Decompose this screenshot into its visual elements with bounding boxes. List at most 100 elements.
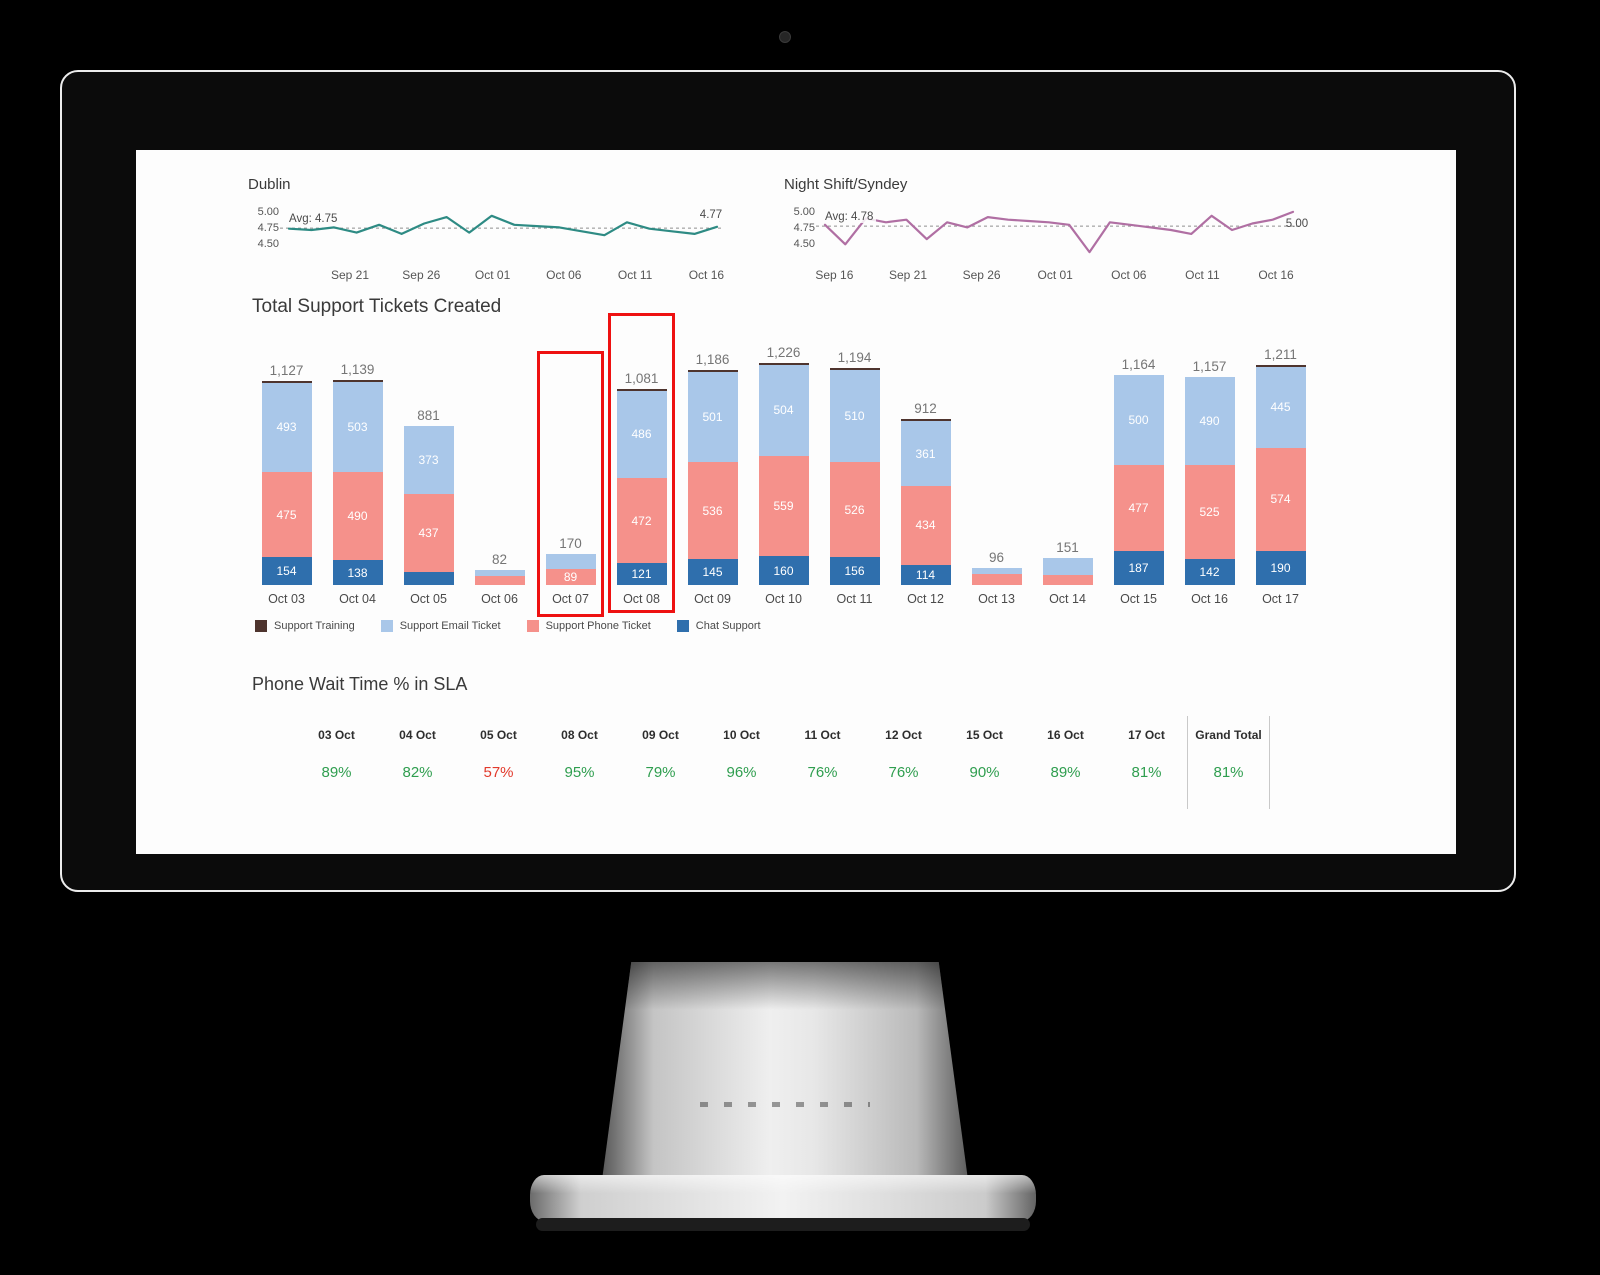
sla-column-header: 05 Oct	[480, 728, 517, 742]
sla-value: 82%	[402, 764, 433, 781]
segment-value-label: 500	[1128, 413, 1149, 428]
segment-chat: 156	[829, 556, 880, 585]
x-tick-label: Sep 16	[815, 268, 854, 282]
bar-date-label: Oct 10	[765, 592, 802, 606]
segment-chat: 142	[1184, 559, 1235, 585]
bar-oct-14: 151 Oct 14	[1032, 313, 1103, 607]
night-shift-chart-title: Night Shift/Syndey	[784, 176, 908, 193]
night-shift-line-plot: 5.00	[816, 210, 1308, 254]
bar-stack	[474, 570, 525, 585]
x-tick-label: Oct 16	[688, 268, 725, 282]
legend-label: Support Email Ticket	[399, 620, 501, 632]
x-tick-label: Oct 16	[1258, 268, 1294, 282]
segment-value-label: 490	[347, 509, 368, 524]
x-tick-label: Oct 01	[1037, 268, 1073, 282]
y-axis-labels: 5.00 4.75 4.50	[248, 203, 284, 259]
segment-value-label: 504	[773, 403, 794, 418]
segment-value-label: 559	[773, 498, 794, 513]
sla-column-header: 04 Oct	[399, 728, 436, 742]
segment-training	[829, 368, 880, 371]
legend-item-training: Support Training	[255, 620, 355, 632]
segment-email: 503	[332, 381, 383, 473]
segment-value-label: 154	[276, 564, 297, 579]
legend-swatch-chat	[676, 620, 689, 632]
segment-value-label: 501	[702, 410, 723, 425]
bar-oct-12: 912 361 434 114 Oct 12	[890, 313, 961, 607]
segment-value-label: 574	[1270, 492, 1291, 507]
bar-oct-10: 1,226 504 559 160 Oct 10	[748, 313, 819, 607]
legend-item-phone: Support Phone Ticket	[526, 620, 651, 632]
segment-value-label: 434	[915, 518, 936, 533]
bar-date-label: Oct 06	[481, 592, 518, 606]
sla-column-12-oct: 12 Oct 76%	[863, 716, 944, 809]
dashboard-screen: Dublin 5.00 4.75 4.50 Avg: 4.75 4.77 Sep 2…	[136, 150, 1456, 854]
bar-total-label: 1,186	[695, 352, 730, 368]
bar-date-label: Oct 08	[623, 592, 660, 606]
bar-total-label: 96	[988, 549, 1005, 565]
monitor-stand-base	[530, 1175, 1036, 1221]
sla-value: 76%	[807, 764, 838, 781]
segment-value-label: 361	[915, 446, 936, 461]
bar-oct-11: 1,194 510 526 156 Oct 11	[819, 313, 890, 607]
segment-phone	[474, 576, 525, 585]
legend-item-email: Support Email Ticket	[380, 620, 501, 632]
bar-chart-title: Total Support Tickets Created	[252, 296, 502, 317]
y-axis-labels: 5.00 4.75 4.50	[784, 203, 820, 259]
segment-phone: 490	[332, 472, 383, 561]
legend-label: Support Training	[274, 620, 355, 632]
bar-date-label: Oct 03	[268, 592, 305, 606]
bar-oct-09: 1,186 501 536 145 Oct 09	[677, 313, 748, 607]
segment-phone: 536	[687, 462, 738, 559]
segment-email	[1042, 557, 1093, 576]
legend-item-chat: Chat Support	[676, 620, 761, 632]
sla-column-header: 09 Oct	[642, 728, 679, 742]
bar-date-label: Oct 04	[339, 592, 376, 606]
segment-email: 501	[687, 372, 738, 463]
segment-email: 361	[900, 421, 951, 487]
segment-phone: 574	[1255, 447, 1306, 551]
legend-swatch-phone	[526, 620, 539, 632]
chart-legend: Support Training Support Email Ticket Supp…	[255, 620, 761, 632]
bar-date-label: Oct 15	[1120, 592, 1157, 606]
bar-date-label: Oct 13	[978, 592, 1015, 606]
sla-value: 90%	[969, 764, 1000, 781]
bar-stack: 89	[545, 554, 596, 585]
stand-base-shadow	[536, 1218, 1030, 1231]
segment-phone: 434	[900, 486, 951, 565]
segment-value-label: 477	[1128, 501, 1149, 516]
segment-value-label: 525	[1199, 505, 1220, 520]
bar-stack: 493 475 154	[261, 381, 312, 585]
x-tick-label: Sep 26	[962, 268, 1001, 282]
sla-value: 76%	[888, 764, 919, 781]
sla-column-09-oct: 09 Oct 79%	[620, 716, 701, 809]
bar-total-label: 1,226	[766, 344, 801, 360]
segment-training	[332, 379, 383, 382]
segment-email	[545, 554, 596, 569]
bar-date-label: Oct 09	[694, 592, 731, 606]
segment-value-label: 475	[276, 507, 297, 522]
bar-total-label: 1,127	[269, 363, 304, 379]
segment-training	[687, 370, 738, 373]
segment-training	[900, 419, 951, 422]
sla-column-05-oct: 05 Oct 57%	[458, 716, 539, 809]
segment-chat: 145	[687, 558, 738, 585]
segment-email: 373	[403, 426, 454, 494]
segment-phone: 477	[1113, 465, 1164, 552]
segment-email: 490	[1184, 376, 1235, 465]
legend-label: Chat Support	[695, 620, 761, 632]
segment-value-label: 503	[347, 419, 368, 434]
segment-value-label: 536	[702, 503, 723, 518]
bar-oct-06: 82 Oct 06	[464, 313, 535, 607]
segment-phone	[971, 574, 1022, 585]
segment-value-label: 156	[844, 563, 865, 578]
segment-value-label: 187	[1128, 561, 1149, 576]
segment-training	[1255, 365, 1306, 368]
bar-stack: 373 437	[403, 426, 454, 585]
bar-stack: 445 574 190	[1255, 365, 1306, 585]
bar-oct-03: 1,127 493 475 154 Oct 03	[251, 313, 322, 607]
bar-stack: 503 490 138	[332, 379, 383, 585]
bar-stack: 501 536 145	[687, 370, 738, 585]
x-tick-label: Oct 01	[474, 268, 511, 282]
bar-stack: 510 526 156	[829, 368, 880, 585]
bar-stack: 486 472 121	[616, 388, 667, 585]
